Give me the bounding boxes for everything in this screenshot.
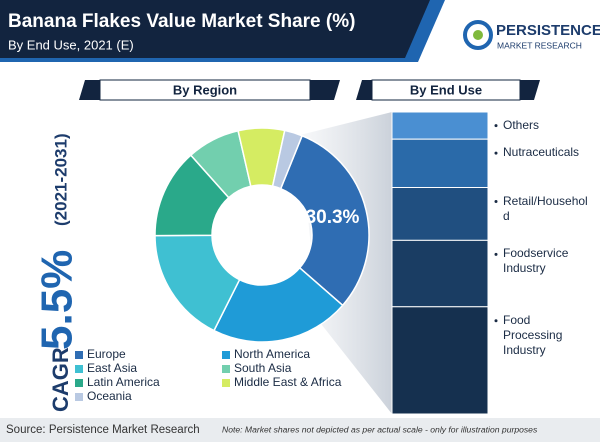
cagr-period: (2021-2031): [51, 133, 70, 226]
note: Note: Market shares not depicted as per …: [222, 424, 538, 434]
logo-name: PERSISTENCE: [496, 22, 600, 39]
donut-slice: [271, 129, 304, 190]
label-dot: [494, 124, 498, 128]
logo-sub: MARKET RESEARCH: [497, 40, 582, 50]
segment-label: Retail/Household: [503, 193, 588, 223]
legend-label: North America: [234, 347, 310, 361]
bar-segment: [391, 187, 489, 241]
label-dot: [494, 319, 498, 323]
legend-label: Oceania: [87, 389, 132, 403]
section-title: By End Use: [410, 82, 482, 97]
source: Source: Persistence Market Research: [6, 424, 200, 436]
legend-swatch: [75, 379, 83, 387]
cagr: CAGR 5.5% (2021-2031): [33, 133, 82, 412]
bar-segment: [391, 239, 489, 308]
legend-label: South Asia: [234, 361, 292, 375]
segment-label: Nutraceuticals: [503, 145, 580, 160]
legend-swatch: [222, 365, 230, 373]
legend-swatch: [75, 393, 83, 401]
banner: [0, 0, 430, 58]
subtitle: By End Use, 2021 (E): [8, 37, 134, 52]
legend-label: Europe: [87, 347, 126, 361]
logo-dot: [473, 30, 483, 40]
segment-label: Foodservice Industry: [503, 246, 569, 276]
legend-swatch: [222, 351, 230, 359]
title: Banana Flakes Value Market Share (%): [8, 11, 355, 32]
bar-segment: [391, 138, 489, 188]
cagr-value: 5.5%: [33, 250, 82, 350]
logo-icon: [463, 20, 493, 50]
legend-label: Latin America: [87, 375, 160, 389]
legend-label: East Asia: [87, 361, 137, 375]
label-dot: [494, 200, 498, 203]
bar-segment: [391, 111, 489, 140]
bar-segment: [391, 306, 489, 415]
donut-slice: [212, 266, 344, 343]
cagr-label: CAGR: [48, 347, 73, 412]
heading-box: [371, 79, 521, 101]
donut-slice: [279, 134, 370, 307]
footer-bar: [0, 418, 600, 442]
legend-swatch: [75, 351, 83, 359]
label-dot: [494, 252, 498, 256]
label-dot: [494, 151, 498, 155]
data-label: 30.3%: [306, 207, 360, 228]
heading-box: [99, 79, 311, 101]
segment-label: Others: [503, 117, 540, 132]
section-title: By Region: [173, 82, 237, 97]
segment-label: Food Processing Industry: [503, 312, 563, 357]
legend-swatch: [222, 379, 230, 387]
legend-swatch: [75, 365, 83, 373]
legend-label: Middle East & Africa: [234, 375, 342, 389]
